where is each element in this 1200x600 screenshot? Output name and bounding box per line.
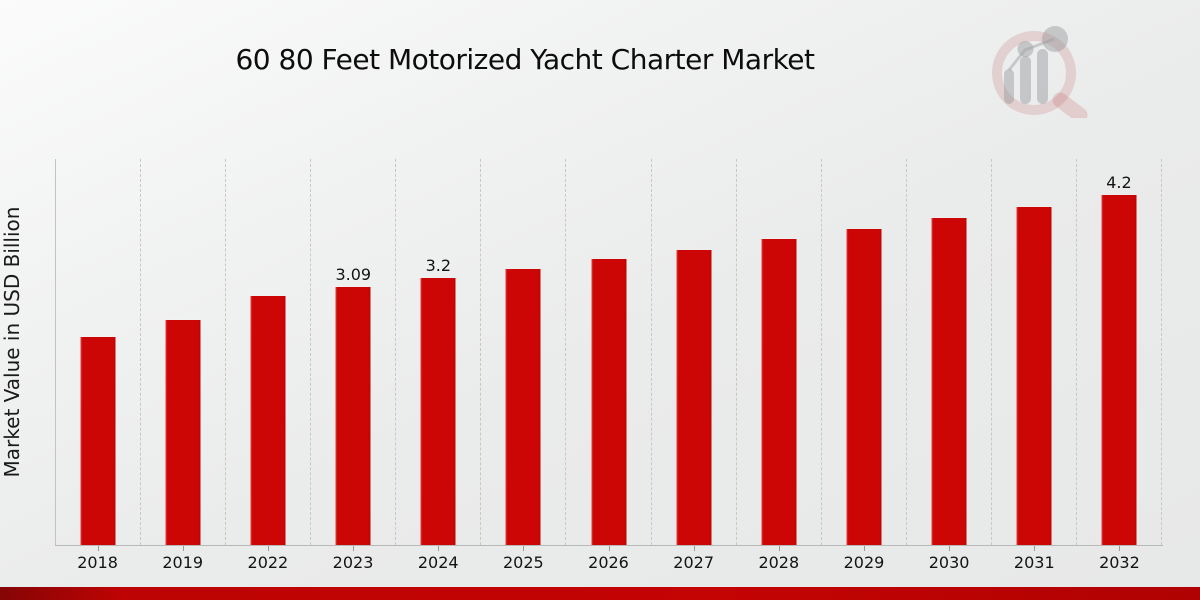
bar-2018 xyxy=(80,337,116,545)
chart-column-2030 xyxy=(907,159,992,545)
chart-column-2024: 3.2 xyxy=(396,159,482,545)
chart-column-2028 xyxy=(737,159,822,545)
x-axis-label-2026: 2026 xyxy=(588,553,629,572)
bar-2022 xyxy=(250,296,286,545)
bar-2023 xyxy=(335,287,371,545)
bar-2024 xyxy=(420,278,456,545)
bar-2029 xyxy=(846,229,882,545)
x-axis-label-2031: 2031 xyxy=(1013,553,1055,572)
bar-2031 xyxy=(1016,207,1052,545)
chart-column-2022 xyxy=(226,159,312,545)
x-axis-tick xyxy=(182,546,184,551)
x-axis-label-2027: 2027 xyxy=(673,553,714,572)
x-axis-label-2018: 2018 xyxy=(77,553,118,572)
x-axis-label-2024: 2024 xyxy=(417,553,459,572)
x-axis-tick xyxy=(778,546,780,551)
x-axis-tick xyxy=(1119,546,1121,551)
bar-2025 xyxy=(505,269,541,545)
page-title: 60 80 Feet Motorized Yacht Charter Marke… xyxy=(235,43,815,76)
x-axis-tick xyxy=(863,546,865,551)
x-axis-tick xyxy=(1034,546,1036,551)
chart-column-2018 xyxy=(56,159,142,545)
x-axis-tick xyxy=(97,546,99,551)
chart-column-2026 xyxy=(566,159,652,545)
data-label-2024: 3.2 xyxy=(425,256,452,275)
x-axis-label-2029: 2029 xyxy=(843,553,885,572)
bar-2026 xyxy=(591,259,626,545)
bar-2019 xyxy=(165,320,201,545)
x-axis-label-2030: 2030 xyxy=(928,553,970,572)
x-axis-tick xyxy=(949,546,951,551)
footer-accent-bar xyxy=(0,587,1200,600)
bar-2032 xyxy=(1101,195,1137,545)
data-label-2032: 4.2 xyxy=(1106,173,1132,192)
x-axis-label-2023: 2023 xyxy=(332,553,374,572)
chart-column-2027 xyxy=(652,159,737,545)
x-axis-tick xyxy=(608,546,610,551)
x-axis-tick xyxy=(353,546,355,551)
chart-column-2025 xyxy=(481,159,567,545)
bar-2028 xyxy=(761,239,797,545)
bar-2030 xyxy=(931,218,967,545)
data-label-2023: 3.09 xyxy=(335,265,372,284)
x-axis-tick xyxy=(438,546,440,551)
x-axis-tick xyxy=(267,546,269,551)
chart-column-2032: 4.2 xyxy=(1077,159,1163,545)
x-axis-tick xyxy=(693,546,695,551)
bar-chart-plot-area: 3.09 3.2 4.2 xyxy=(55,159,1163,545)
chart-column-2019 xyxy=(141,159,227,545)
x-axis-line xyxy=(55,545,1163,546)
chart-column-2029 xyxy=(822,159,907,545)
bar-2027 xyxy=(676,250,712,545)
x-axis-label-2022: 2022 xyxy=(247,553,289,572)
x-axis-label-2019: 2019 xyxy=(162,553,204,572)
x-axis-label-2028: 2028 xyxy=(758,553,800,572)
y-axis-label: Market Value in USD Billion xyxy=(0,206,24,478)
x-axis-label-2032: 2032 xyxy=(1099,553,1140,572)
chart-column-2023: 3.09 xyxy=(311,159,397,545)
x-axis-label-2025: 2025 xyxy=(502,553,544,572)
x-axis-tick xyxy=(523,546,525,551)
magnifier-bar-chart-logo-icon xyxy=(992,26,1088,118)
chart-column-2031 xyxy=(992,159,1077,545)
